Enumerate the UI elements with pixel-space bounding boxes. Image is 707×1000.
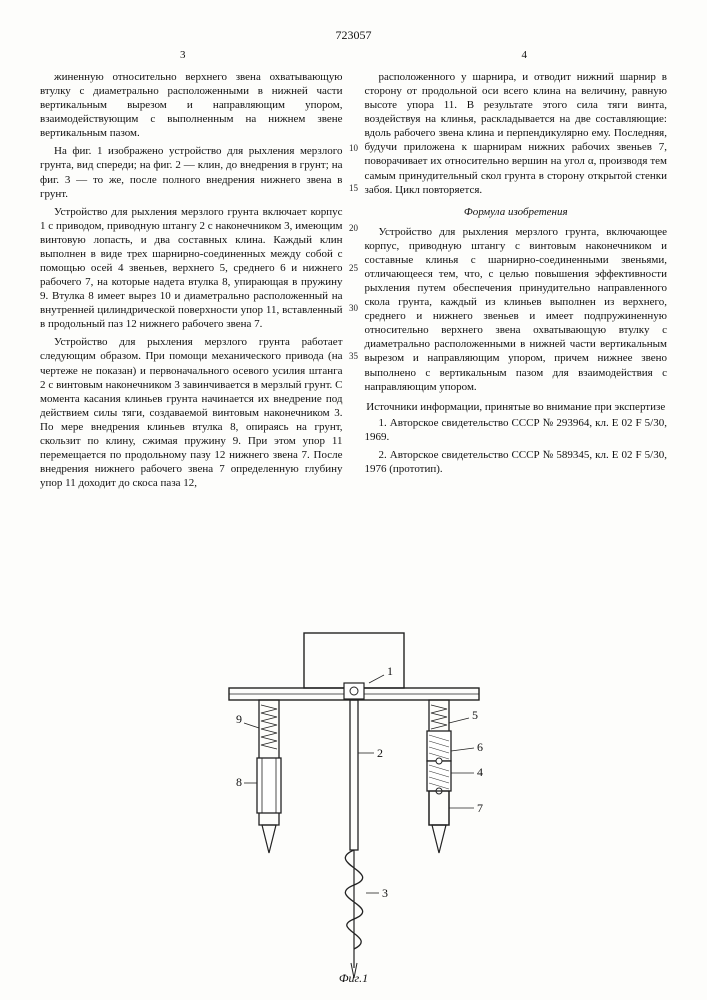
callout-1: 1 [387, 664, 393, 678]
line-number: 15 [344, 183, 364, 195]
page: 723057 3 4 101520253035 жиненную относит… [0, 0, 707, 1000]
right-column: расположенного у шарнира, и отводит нижн… [365, 70, 668, 494]
callout-2: 2 [377, 746, 383, 760]
paragraph: Устройство для рыхления мерзлого грунта … [40, 335, 343, 490]
paragraph: жиненную относительно верхнего звена охв… [40, 70, 343, 140]
sleeve-left [257, 758, 281, 813]
figure-1: 9 8 5 6 4 7 1 2 3 Фиг.1 [0, 623, 707, 988]
column-number-right: 4 [522, 48, 528, 62]
claim-paragraph: Устройство для рыхления мерзлого грунта,… [365, 225, 668, 394]
source-item: 2. Авторское свидетельство СССР № 589345… [365, 448, 668, 476]
line-number: 20 [344, 223, 364, 235]
callout-6: 6 [477, 740, 483, 754]
callout-5: 5 [472, 708, 478, 722]
text-columns: жиненную относительно верхнего звена охв… [40, 70, 667, 494]
paragraph: расположенного у шарнира, и отводит нижн… [365, 70, 668, 197]
source-item: 1. Авторское свидетельство СССР № 293964… [365, 416, 668, 444]
document-number: 723057 [336, 28, 372, 43]
callout-7: 7 [477, 801, 483, 815]
left-column: жиненную относительно верхнего звена охв… [40, 70, 343, 494]
callout-8: 8 [236, 775, 242, 789]
housing [304, 633, 404, 688]
formula-title: Формула изобретения [365, 205, 668, 219]
drive-rod [345, 700, 362, 978]
line-number: 10 [344, 143, 364, 155]
line-number: 30 [344, 303, 364, 315]
line-number: 25 [344, 263, 364, 275]
callout-3: 3 [382, 886, 388, 900]
line-number: 35 [344, 351, 364, 363]
callout-9: 9 [236, 712, 242, 726]
spring-left [261, 705, 277, 749]
paragraph: На фиг. 1 изображено устройство для рыхл… [40, 144, 343, 200]
callout-4: 4 [477, 765, 483, 779]
figure-label: Фиг.1 [339, 971, 368, 986]
sources-title: Источники информации, принятые во вниман… [365, 400, 668, 414]
left-wedge [257, 700, 281, 853]
right-wedge [427, 700, 451, 853]
paragraph: Устройство для рыхления мерзлого грунта … [40, 205, 343, 332]
hub [344, 683, 364, 699]
figure-svg: 9 8 5 6 4 7 1 2 3 [174, 623, 534, 983]
column-number-left: 3 [180, 48, 186, 62]
